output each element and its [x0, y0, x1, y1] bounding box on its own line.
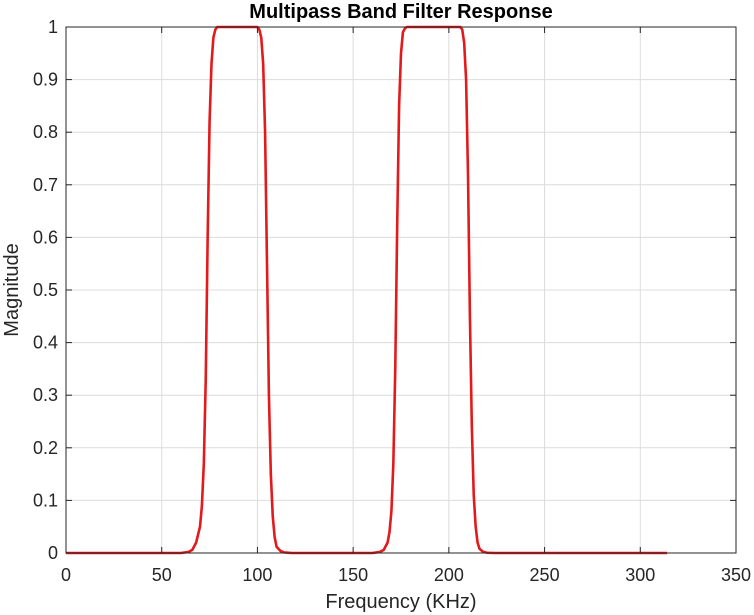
chart-title: Multipass Band Filter Response [249, 1, 552, 23]
x-tick-label: 150 [338, 565, 368, 585]
y-tick-label: 1 [48, 17, 58, 37]
x-axis-label: Frequency (KHz) [325, 591, 476, 613]
x-tick-label: 250 [530, 565, 560, 585]
x-tick-label: 100 [242, 565, 272, 585]
y-tick-label: 0 [48, 543, 58, 563]
x-tick-label: 200 [434, 565, 464, 585]
y-tick-label: 0.2 [33, 438, 58, 458]
y-tick-label: 0.9 [33, 70, 58, 90]
y-tick-label: 0.7 [33, 175, 58, 195]
y-tick-label: 0.1 [33, 490, 58, 510]
x-tick-label: 350 [721, 565, 751, 585]
y-tick-label: 0.4 [33, 333, 58, 353]
y-tick-label: 0.5 [33, 280, 58, 300]
y-tick-label: 0.3 [33, 385, 58, 405]
x-tick-label: 300 [625, 565, 655, 585]
y-tick-label: 0.8 [33, 122, 58, 142]
x-tick-label: 50 [152, 565, 172, 585]
grid [65, 26, 737, 554]
y-axis-label: Magnitude [1, 243, 23, 336]
x-tick-label: 0 [61, 565, 71, 585]
ticks: 0 50 100 150 200 250 300 350 0 0.1 0.2 0.3 0.4 0.5 0.6… [33, 17, 751, 585]
y-tick-label: 0.6 [33, 227, 58, 247]
